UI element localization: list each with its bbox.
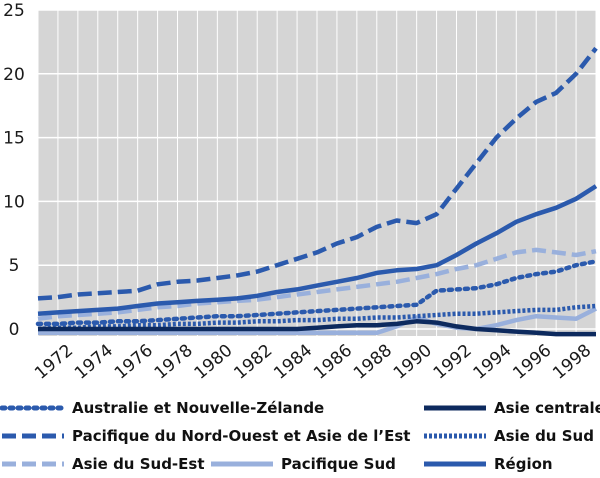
x-tick-label: 1988 — [350, 341, 396, 384]
legend: Australie et Nouvelle-Zélande Asie centra… — [0, 399, 600, 473]
x-tick-label: 1986 — [310, 341, 356, 384]
x-tick-label: 1992 — [430, 341, 476, 384]
x-tick-label: 1976 — [111, 341, 157, 384]
x-tick-label: 1996 — [509, 341, 555, 384]
series-line-5 — [38, 306, 598, 336]
y-axis-ticks: 0 5 10 15 20 25 — [3, 1, 25, 340]
legend-label-5: Pacifique Sud — [281, 455, 396, 473]
y-tick-label: 0 — [9, 320, 20, 340]
legend-label-4: Asie du Sud-Est — [72, 455, 205, 473]
x-axis-ticks: 1972197419761978198019821984198619881990… — [31, 341, 595, 384]
series-line-1 — [38, 319, 596, 337]
x-tick-label: 1980 — [191, 341, 237, 384]
x-tick-label: 1998 — [549, 341, 595, 384]
y-tick-label: 10 — [3, 192, 25, 212]
series-lines — [35, 46, 599, 337]
grid-lines — [37, 9, 597, 336]
legend-label-3: Asie du Sud — [494, 427, 594, 445]
legend-label-0: Australie et Nouvelle-Zélande — [72, 399, 324, 417]
x-tick-label: 1990 — [390, 341, 436, 384]
series-line-4 — [37, 247, 597, 322]
x-tick-label: 1994 — [470, 341, 516, 384]
x-tick-label: 1974 — [71, 341, 117, 384]
y-tick-label: 20 — [3, 65, 25, 85]
series-line-2 — [37, 46, 598, 301]
x-tick-label: 1972 — [31, 341, 77, 384]
y-tick-label: 25 — [3, 1, 25, 21]
y-tick-label: 15 — [3, 129, 25, 149]
series-line-0 — [35, 259, 599, 327]
x-tick-label: 1984 — [270, 341, 316, 384]
series-line-6 — [37, 184, 598, 316]
x-tick-label: 1978 — [151, 341, 197, 384]
series-line-3 — [37, 303, 597, 332]
x-tick-label: 1982 — [230, 341, 276, 384]
legend-label-6: Région — [494, 455, 553, 473]
y-tick-label: 5 — [9, 256, 20, 276]
legend-label-2: Pacifique du Nord-Ouest et Asie de l’Est — [72, 427, 410, 445]
legend-label-1: Asie centrale — [494, 399, 600, 417]
